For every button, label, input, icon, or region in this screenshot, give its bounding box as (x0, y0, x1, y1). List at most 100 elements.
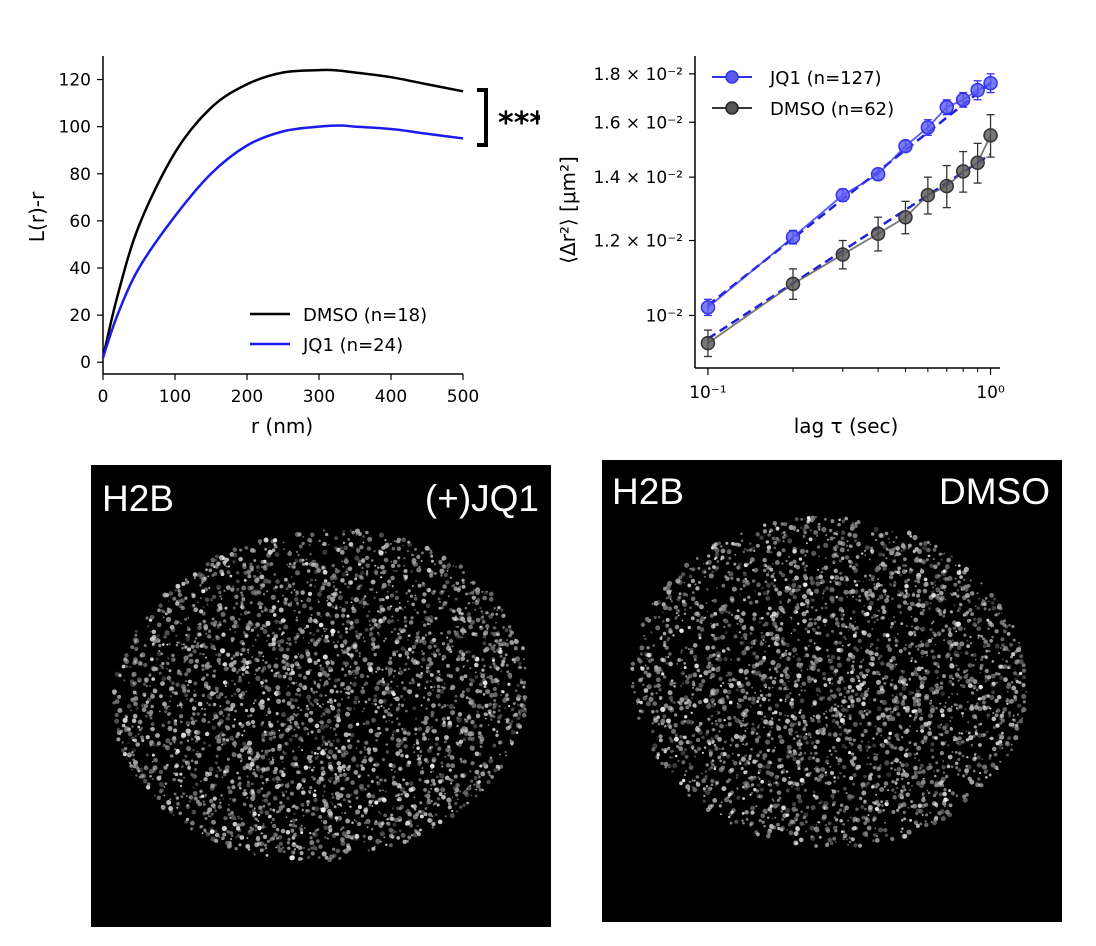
speckle (128, 752, 130, 755)
y-tick-label: 1.8 × 10⁻² (593, 65, 683, 85)
speckle (313, 682, 317, 685)
speckle (916, 702, 922, 707)
speckle (834, 621, 840, 626)
speckle (873, 753, 876, 756)
speckle (264, 730, 267, 734)
speckle (274, 589, 277, 592)
speckle (912, 803, 918, 809)
speckle (377, 810, 381, 813)
speckle (229, 798, 232, 800)
speckle (268, 722, 274, 728)
speckle (809, 736, 812, 739)
speckle (304, 627, 307, 630)
speckle (504, 653, 508, 657)
speckle (348, 620, 352, 624)
speckle (376, 610, 379, 613)
speckle (262, 804, 266, 808)
speckle (355, 820, 358, 823)
speckle (516, 683, 520, 688)
speckle (781, 817, 785, 821)
speckle (378, 621, 381, 623)
speckle (781, 548, 786, 553)
speckle (411, 677, 415, 682)
speckle (266, 640, 268, 642)
speckle (462, 774, 466, 779)
speckle (332, 727, 336, 731)
speckle (902, 594, 907, 599)
speckle (249, 752, 253, 756)
speckle (222, 797, 225, 800)
speckle (227, 789, 233, 795)
speckle (323, 630, 326, 633)
speckle (470, 794, 473, 797)
speckle (809, 825, 815, 831)
speckle (423, 610, 426, 613)
speckle (384, 538, 387, 542)
speckle (999, 713, 1005, 719)
speckle (446, 643, 450, 647)
speckle (377, 633, 381, 636)
speckle (877, 657, 881, 660)
speckle (237, 678, 243, 683)
speckle (226, 808, 231, 812)
speckle (902, 695, 907, 700)
speckle (428, 623, 431, 626)
speckle (715, 782, 719, 785)
speckle (198, 622, 202, 626)
speckle (363, 707, 366, 710)
speckle (194, 658, 199, 664)
speckle (394, 696, 400, 702)
speckle (791, 583, 797, 589)
speckle (168, 705, 170, 708)
speckle (695, 738, 701, 743)
speckle (441, 555, 447, 561)
speckle (431, 815, 434, 818)
speckle (354, 528, 361, 534)
speckle (509, 739, 512, 742)
speckle (211, 725, 216, 730)
speckle (458, 564, 464, 569)
speckle (956, 588, 960, 592)
speckle (207, 634, 212, 639)
speckle (359, 750, 363, 754)
speckle (999, 760, 1002, 763)
speckle (186, 667, 192, 673)
speckle (710, 766, 713, 769)
speckle (284, 741, 289, 746)
speckle (220, 611, 226, 617)
speckle (677, 614, 680, 617)
speckle (913, 633, 917, 637)
speckle (283, 600, 288, 604)
speckle (741, 811, 745, 815)
speckle (129, 665, 132, 669)
speckle (190, 720, 196, 725)
speckle (864, 554, 867, 557)
x-tick-label: 300 (303, 387, 335, 407)
speckle (435, 775, 439, 779)
speckle (289, 719, 292, 722)
speckle (455, 793, 459, 797)
speckle (723, 740, 727, 744)
speckle (182, 792, 186, 796)
speckle (441, 658, 444, 661)
speckle (134, 638, 140, 644)
speckle (255, 668, 259, 672)
speckle (253, 699, 257, 702)
speckle (229, 831, 234, 835)
speckle (401, 728, 403, 730)
speckle (851, 626, 856, 631)
speckle (826, 755, 829, 759)
speckle (308, 758, 313, 764)
speckle (423, 787, 428, 792)
speckle (210, 621, 215, 626)
speckle (151, 760, 154, 763)
speckle (192, 786, 195, 789)
speckle (275, 712, 279, 716)
speckle (458, 650, 462, 654)
speckle (268, 814, 272, 819)
speckle (332, 564, 335, 567)
speckle (382, 569, 387, 574)
speckle (825, 586, 829, 591)
speckle (957, 679, 960, 682)
speckle (812, 700, 818, 705)
